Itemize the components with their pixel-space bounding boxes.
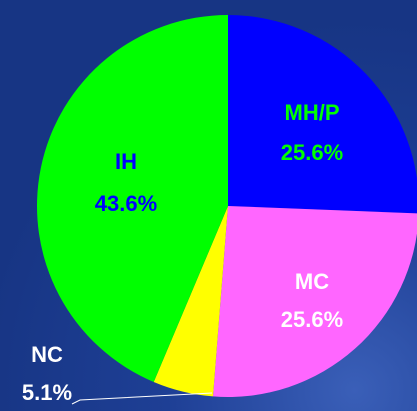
slice-value-label: 43.6% bbox=[95, 191, 157, 216]
slice-value-label: 25.6% bbox=[281, 140, 343, 165]
slice-label: NC bbox=[31, 342, 63, 367]
pie-slice bbox=[153, 206, 228, 397]
leader-line bbox=[71, 392, 213, 405]
slice-label: IH bbox=[115, 149, 137, 174]
pie-slice bbox=[228, 15, 417, 214]
slice-label: MH/P bbox=[285, 100, 340, 125]
slice-label: MC bbox=[295, 269, 329, 294]
slice-value-label: 5.1% bbox=[22, 380, 72, 405]
pie-slice bbox=[212, 206, 417, 397]
pie-slice bbox=[37, 15, 229, 382]
slice-value-label: 25.6% bbox=[281, 307, 343, 332]
